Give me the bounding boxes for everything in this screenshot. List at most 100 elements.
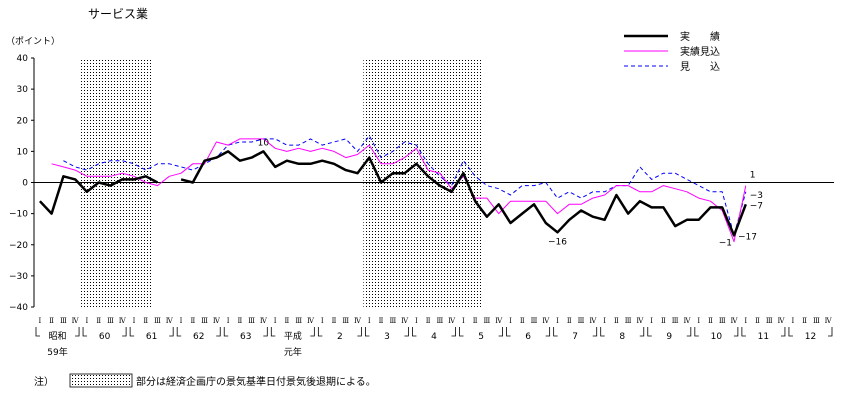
x-quarter-label: Ⅲ [389, 317, 396, 325]
data-label: 1 [750, 171, 756, 181]
x-quarter-label: Ⅲ [672, 317, 679, 325]
x-quarter-label: Ⅲ [342, 317, 349, 325]
x-year-label: 11 [758, 332, 769, 342]
year-bracket [176, 327, 182, 337]
y-tick-label: 30 [17, 85, 29, 95]
x-quarter-label: Ⅲ [766, 317, 773, 325]
year-bracket [75, 327, 80, 337]
x-quarter-label: Ⅰ [227, 317, 230, 325]
x-quarter-label: Ⅱ [614, 317, 619, 325]
x-quarter-label: Ⅱ [96, 317, 101, 325]
x-quarter-label: Ⅳ [401, 317, 409, 325]
y-tick-label: −40 [9, 303, 28, 313]
data-label: −1 [719, 239, 732, 249]
data-label: −17 [738, 232, 757, 242]
x-quarter-label: Ⅰ [86, 317, 89, 325]
year-bracket [694, 327, 699, 337]
footnote-shade-swatch [69, 373, 133, 388]
x-quarter-label: Ⅳ [495, 317, 503, 325]
year-bracket [317, 327, 323, 337]
x-quarter-label: Ⅱ [332, 317, 337, 325]
year-bracket [592, 327, 598, 337]
data-label: −16 [548, 237, 567, 247]
x-quarter-label: Ⅲ [436, 317, 443, 325]
year-bracket [647, 327, 652, 337]
year-bracket [216, 327, 221, 337]
x-quarter-label: Ⅱ [708, 317, 713, 325]
data-labels: 10 −16 1 −1 −3−7 −17 [258, 138, 763, 248]
x-year-label: 63 [240, 332, 251, 342]
x-quarter-label: Ⅰ [791, 317, 794, 325]
year-bracket [82, 327, 88, 337]
x-year-label: 62 [193, 332, 204, 342]
x-quarter-label: Ⅰ [509, 317, 512, 325]
legend: 実 績 実績見込 見 込 [624, 30, 720, 73]
x-quarter-label: Ⅰ [133, 317, 136, 325]
x-year-label: 5 [478, 332, 484, 342]
x-quarter-label: Ⅲ [154, 317, 161, 325]
footnote-text: 部分は経済企画庁の景気基準日付景気後退期による。 [136, 375, 376, 388]
year-bracket [270, 327, 276, 337]
year-bracket [412, 327, 417, 337]
x-quarter-label: Ⅰ [38, 317, 41, 325]
x-quarter-label: Ⅳ [260, 317, 268, 325]
year-bracket [169, 327, 174, 337]
x-quarter-label: Ⅳ [354, 317, 362, 325]
footnote: 注） 部分は経済企画庁の景気基準日付景気後退期による。 [34, 373, 376, 388]
x-year-label: 60 [99, 332, 111, 342]
x-quarter-label: Ⅱ [567, 317, 572, 325]
x-quarter-label: Ⅳ [542, 317, 550, 325]
year-bracket [35, 327, 40, 337]
x-quarter-label: Ⅳ [166, 317, 174, 325]
x-year-label: 昭和 [49, 331, 67, 342]
legend-label-actual: 実 績 [680, 30, 720, 43]
y-tick-label: −10 [9, 210, 28, 220]
x-quarter-label: Ⅰ [368, 317, 371, 325]
year-bracket [788, 327, 793, 337]
y-tick-label: 0 [22, 179, 28, 189]
x-quarter-label: Ⅲ [625, 317, 632, 325]
x-year-label: 9 [666, 332, 672, 342]
x-quarter-label: Ⅱ [520, 317, 525, 325]
year-bracket [741, 327, 746, 337]
x-quarter-label: Ⅳ [307, 317, 315, 325]
x-quarter-label: Ⅳ [119, 317, 127, 325]
year-bracket [122, 327, 127, 337]
x-year-label: 10 [711, 332, 723, 342]
data-label: −7 [750, 201, 763, 211]
series-line-0 [38, 150, 747, 237]
x-quarter-label: Ⅲ [201, 317, 208, 325]
x-quarter-label: Ⅱ [49, 317, 54, 325]
x-quarter-label: Ⅲ [578, 317, 585, 325]
x-quarter-label: Ⅱ [237, 317, 242, 325]
year-bracket [498, 327, 503, 337]
year-bracket [451, 327, 456, 337]
year-bracket [733, 327, 739, 337]
x-quarter-label: Ⅰ [415, 317, 418, 325]
x-year-label: 8 [619, 332, 625, 342]
series-line-2 [63, 135, 747, 236]
y-tick-label: 20 [17, 116, 29, 126]
x-quarter-label: Ⅲ [813, 317, 820, 325]
year-bracket [545, 327, 551, 337]
x-quarter-label: Ⅳ [636, 317, 644, 325]
year-bracket [365, 327, 370, 337]
x-quarter-label: Ⅰ [697, 317, 700, 325]
year-bracket [828, 327, 833, 337]
x-year-label: 12 [805, 332, 816, 342]
x-quarter-label: Ⅱ [473, 317, 478, 325]
year-bracket [310, 327, 315, 337]
x-year-label: 61 [146, 332, 157, 342]
x-quarter-label: Ⅳ [731, 317, 739, 325]
year-bracket [686, 327, 692, 337]
x-quarter-label: Ⅲ [719, 317, 726, 325]
year-bracket [223, 327, 229, 337]
footnote-prefix: 注） [34, 375, 54, 388]
data-label: −3 [750, 191, 763, 201]
year-bracket [459, 327, 464, 337]
x-year-label: 4 [431, 332, 437, 342]
x-quarter-label: Ⅲ [248, 317, 255, 325]
x-quarter-label: Ⅲ [531, 317, 538, 325]
x-quarter-label: Ⅱ [426, 317, 431, 325]
